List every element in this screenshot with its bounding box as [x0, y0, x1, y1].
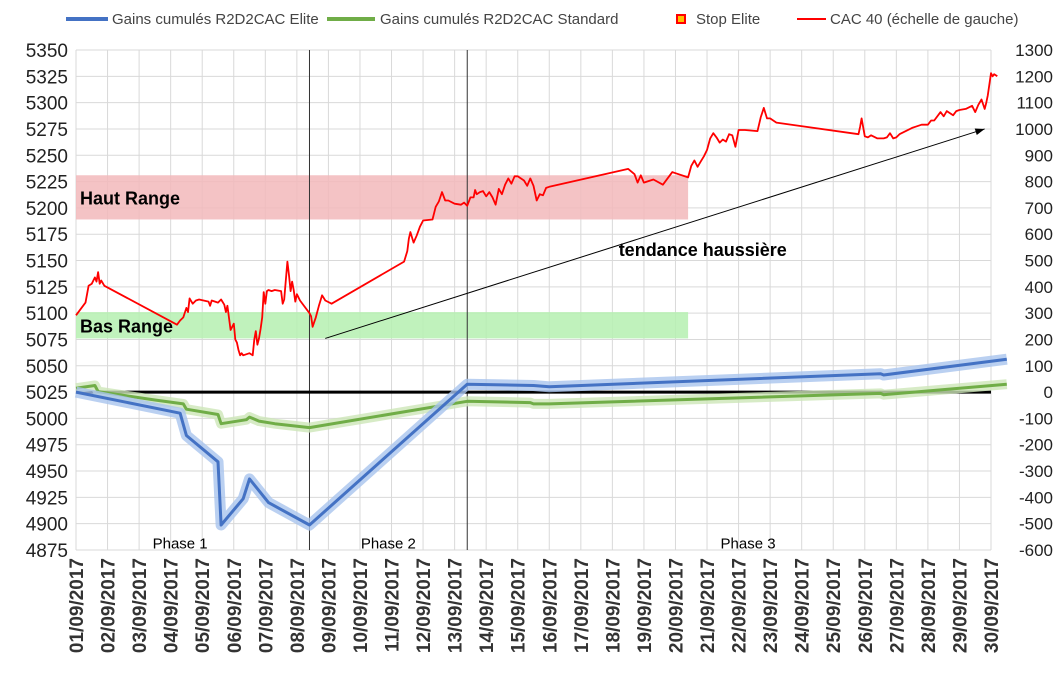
- x-tick-label: 30/09/2017: [982, 558, 1003, 653]
- x-tick-label: 07/09/2017: [256, 558, 277, 653]
- y-axis-right: -600 -500 -400 -300 -200 -100 0 100 200 300 400 500…: [1015, 41, 1053, 560]
- x-tick-label: 18/09/2017: [603, 558, 624, 653]
- y-right-tick-label: 0: [1044, 383, 1053, 402]
- legend: Gains cumulés R2D2CAC Elite Gains cumulés…: [66, 11, 1018, 28]
- x-tick-label: 03/09/2017: [130, 558, 151, 653]
- y-right-tick-label: -100: [1019, 409, 1053, 428]
- y-right-tick-label: 800: [1025, 173, 1053, 192]
- y-right-tick-label: -300: [1019, 462, 1053, 481]
- y-axis-left: 4875 4900 4925 4950 4975 5000 5025 5050 5075 5100…: [26, 41, 68, 562]
- y-right-tick-label: 500: [1025, 252, 1053, 271]
- x-tick-label: 10/09/2017: [351, 558, 372, 653]
- y-right-tick-label: -500: [1019, 515, 1053, 534]
- y-right-tick-label: -600: [1019, 541, 1053, 560]
- y-left-tick-label: 5050: [26, 357, 68, 378]
- bas-range-label: Bas Range: [80, 316, 173, 336]
- y-left-tick-label: 5275: [26, 120, 68, 141]
- standard-line: [75, 382, 1007, 430]
- x-tick-label: 27/09/2017: [887, 558, 908, 653]
- phase-3-label: Phase 3: [721, 536, 776, 553]
- y-left-tick-label: 5000: [26, 409, 68, 430]
- y-left-tick-label: 5200: [26, 199, 68, 220]
- phase-2-label: Phase 2: [361, 536, 416, 553]
- legend-cac40-label: CAC 40 (échelle de gauche): [830, 11, 1018, 28]
- elite-line: [75, 357, 1007, 527]
- y-left-tick-label: 5225: [26, 173, 68, 194]
- y-left-tick-label: 4900: [26, 515, 68, 536]
- y-right-tick-label: 200: [1025, 330, 1053, 349]
- x-tick-label: 17/09/2017: [572, 558, 593, 653]
- x-tick-label: 23/09/2017: [761, 558, 782, 653]
- y-left-tick-label: 5075: [26, 330, 68, 351]
- x-tick-label: 15/09/2017: [509, 558, 530, 653]
- trend-arrow-line: [325, 128, 985, 339]
- x-tick-label: 26/09/2017: [856, 558, 877, 653]
- x-tick-label: 22/09/2017: [730, 558, 751, 653]
- y-left-tick-label: 4950: [26, 462, 68, 483]
- y-right-tick-label: 400: [1025, 278, 1053, 297]
- y-left-tick-label: 4975: [26, 436, 68, 457]
- y-right-tick-label: 1300: [1015, 41, 1053, 60]
- legend-stop-label: Stop Elite: [696, 11, 760, 28]
- y-left-tick-label: 5175: [26, 225, 68, 246]
- x-tick-label: 14/09/2017: [477, 558, 498, 653]
- y-right-tick-label: -400: [1019, 488, 1053, 507]
- x-axis: 01/09/2017 02/09/2017 03/09/2017 04/09/2017…: [67, 558, 1003, 653]
- legend-elite-label: Gains cumulés R2D2CAC Elite: [112, 11, 319, 28]
- legend-stop-marker: [676, 14, 686, 24]
- y-left-tick-label: 5100: [26, 304, 68, 325]
- x-tick-label: 24/09/2017: [793, 558, 814, 653]
- x-tick-label: 06/09/2017: [225, 558, 246, 653]
- x-tick-label: 02/09/2017: [99, 558, 120, 653]
- y-left-tick-label: 5350: [26, 41, 68, 62]
- trend-arrow-head: [974, 128, 985, 136]
- legend-standard-label: Gains cumulés R2D2CAC Standard: [380, 11, 618, 28]
- y-right-tick-label: 600: [1025, 225, 1053, 244]
- phase-dividers: [308, 50, 468, 550]
- phase-1-label: Phase 1: [153, 536, 208, 553]
- x-tick-label: 09/09/2017: [319, 558, 340, 653]
- x-tick-label: 16/09/2017: [540, 558, 561, 653]
- y-right-tick-label: 100: [1025, 357, 1053, 376]
- annotations: Haut Range Bas Range tendance haussière Pha…: [80, 128, 985, 553]
- elite-line-glow: [74, 353, 1008, 531]
- haut-range-label: Haut Range: [80, 188, 180, 208]
- x-tick-label: 04/09/2017: [162, 558, 183, 653]
- x-tick-label: 20/09/2017: [666, 558, 687, 653]
- y-left-tick-label: 4875: [26, 541, 68, 562]
- y-left-tick-label: 5025: [26, 383, 68, 404]
- y-left-tick-label: 5125: [26, 278, 68, 299]
- haut-range-band: [76, 175, 689, 220]
- y-left-tick-label: 5250: [26, 146, 68, 167]
- y-left-tick-label: 5325: [26, 67, 68, 88]
- x-tick-label: 13/09/2017: [446, 558, 467, 653]
- x-tick-label: 19/09/2017: [635, 558, 656, 653]
- x-tick-label: 28/09/2017: [919, 558, 940, 653]
- bas-range-band: [76, 312, 689, 339]
- y-right-tick-label: 900: [1025, 146, 1053, 165]
- x-tick-label: 11/09/2017: [383, 558, 404, 652]
- range-bands: [76, 175, 689, 339]
- y-right-tick-label: 300: [1025, 304, 1053, 323]
- y-left-tick-label: 4925: [26, 488, 68, 509]
- y-right-tick-label: 1200: [1015, 67, 1053, 86]
- y-right-tick-label: 1000: [1015, 120, 1053, 139]
- x-tick-label: 29/09/2017: [950, 558, 971, 653]
- y-right-tick-label: -200: [1019, 436, 1053, 455]
- y-right-tick-label: 700: [1025, 199, 1053, 218]
- x-tick-label: 05/09/2017: [193, 558, 214, 653]
- y-right-tick-label: 1100: [1016, 94, 1053, 113]
- x-tick-label: 01/09/2017: [67, 558, 88, 653]
- trend-label: tendance haussière: [619, 240, 787, 260]
- y-left-tick-label: 5300: [26, 94, 68, 115]
- cac40-line: [75, 72, 998, 357]
- x-tick-label: 08/09/2017: [288, 558, 309, 653]
- x-tick-label: 25/09/2017: [824, 558, 845, 653]
- series-lines: [74, 72, 1008, 531]
- y-left-tick-label: 5150: [26, 252, 68, 273]
- x-tick-label: 12/09/2017: [414, 558, 435, 653]
- x-tick-label: 21/09/2017: [698, 558, 719, 653]
